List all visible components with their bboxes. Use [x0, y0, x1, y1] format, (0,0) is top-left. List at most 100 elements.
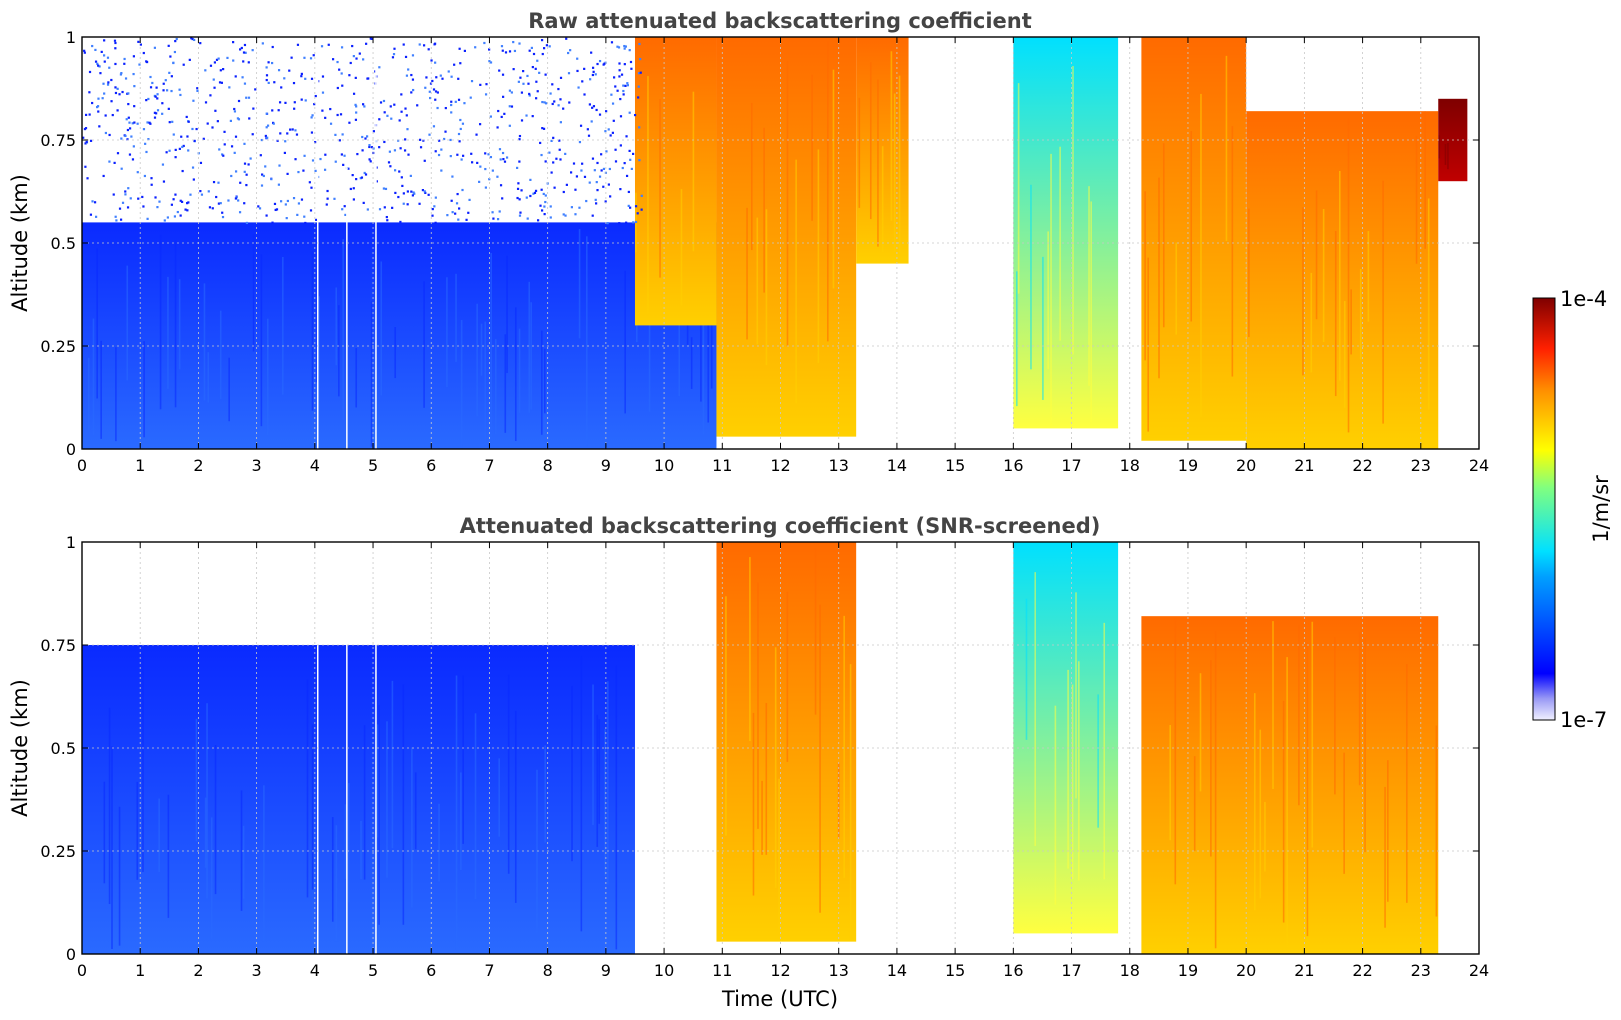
noise-speckle: [241, 76, 244, 79]
y-axis-label: Altitude (km): [8, 174, 32, 312]
y-tick-label: 0.75: [40, 636, 76, 655]
heatmap-texture: [1447, 143, 1449, 170]
noise-speckle: [212, 78, 215, 81]
x-tick-label: 9: [601, 456, 611, 475]
noise-speckle: [501, 151, 505, 155]
noise-speckle: [611, 131, 614, 134]
noise-speckle: [528, 94, 531, 97]
noise-speckle: [213, 61, 216, 64]
x-tick-label: 1: [135, 961, 145, 980]
noise-speckle: [340, 46, 344, 49]
heatmap-texture: [335, 825, 338, 942]
heatmap-texture: [490, 252, 492, 439]
noise-speckle: [503, 160, 507, 163]
heatmap-texture: [1097, 694, 1099, 828]
noise-speckle: [620, 73, 624, 76]
noise-speckle: [118, 93, 121, 96]
noise-speckle: [619, 115, 623, 118]
noise-speckle: [240, 46, 243, 50]
noise-speckle: [320, 45, 324, 48]
heatmap-texture: [115, 347, 117, 442]
noise-speckle: [505, 156, 509, 159]
noise-speckle: [559, 98, 562, 101]
noise-speckle: [289, 128, 292, 131]
heatmap-texture: [518, 328, 521, 413]
x-tick-label: 18: [1120, 456, 1140, 475]
noise-speckle: [271, 45, 274, 49]
noise-speckle: [549, 205, 552, 208]
noise-speckle: [86, 177, 89, 180]
noise-speckle: [97, 97, 100, 100]
heatmap-texture: [837, 762, 840, 839]
heatmap-texture: [158, 798, 160, 872]
noise-speckle: [619, 97, 622, 101]
heatmap-texture: [370, 301, 373, 447]
noise-speckle: [542, 192, 545, 196]
noise-speckle: [265, 126, 268, 129]
noise-speckle: [537, 219, 540, 222]
heatmap-texture: [316, 270, 318, 383]
y-tick-label: 0: [66, 945, 76, 964]
heatmap-texture: [263, 785, 265, 942]
noise-speckle: [295, 133, 299, 136]
noise-speckle: [174, 39, 177, 43]
y-tick-label: 0: [66, 440, 76, 459]
x-axis-ticks: 0 1 2 3 4 5 6 7 8 9 10 11 12 13 14 15 16 17 18 19 20 21 22 23 24: [77, 542, 1489, 980]
noise-speckle: [536, 59, 539, 62]
y-tick-label: 0.25: [40, 842, 76, 861]
heatmap-texture: [414, 772, 417, 850]
noise-speckle: [528, 49, 531, 52]
noise-speckle: [541, 127, 544, 130]
heatmap-texture: [774, 647, 777, 888]
noise-speckle: [463, 49, 466, 52]
noise-speckle: [354, 118, 358, 121]
heatmap-texture: [1158, 177, 1160, 379]
noise-speckle: [437, 153, 441, 157]
noise-speckle: [489, 115, 492, 118]
noise-speckle: [106, 56, 110, 59]
heatmap-texture: [203, 283, 206, 401]
x-tick-label: 14: [887, 961, 907, 980]
noise-speckle: [129, 197, 132, 200]
heatmap-texture: [143, 341, 145, 438]
heatmap-texture: [219, 310, 222, 400]
noise-speckle: [125, 118, 128, 121]
x-tick-label: 4: [310, 961, 320, 980]
noise-speckle: [355, 178, 358, 181]
noise-speckle: [230, 174, 233, 178]
noise-speckle: [406, 203, 409, 206]
heatmap-texture: [342, 239, 344, 421]
noise-speckle: [533, 191, 537, 194]
x-tick-label: 17: [1061, 961, 1081, 980]
noise-speckle: [174, 148, 177, 151]
noise-speckle: [581, 162, 584, 165]
noise-speckle: [540, 39, 544, 42]
noise-speckle: [638, 42, 641, 46]
noise-speckle: [278, 101, 282, 104]
heatmap-texture: [1088, 186, 1090, 386]
noise-speckle: [479, 83, 482, 86]
noise-speckle: [394, 191, 397, 195]
noise-speckle: [265, 78, 268, 82]
noise-speckle: [294, 129, 297, 132]
noise-speckle: [297, 202, 301, 205]
noise-speckle: [433, 43, 436, 46]
noise-speckle: [265, 66, 268, 69]
noise-speckle: [544, 200, 547, 204]
noise-speckle: [271, 221, 274, 224]
noise-speckle: [108, 66, 111, 69]
noise-speckle: [126, 138, 129, 141]
noise-speckle: [284, 101, 287, 104]
noise-speckle: [491, 211, 494, 214]
noise-speckle: [334, 133, 337, 136]
heatmap-texture: [103, 781, 106, 884]
noise-speckle: [541, 100, 544, 104]
noise-speckle: [388, 150, 391, 153]
panel-title: Attenuated backscattering coefficient (S…: [460, 514, 1101, 538]
noise-speckle: [161, 102, 164, 105]
noise-speckle: [458, 47, 461, 50]
noise-speckle: [622, 84, 625, 87]
heatmap-texture: [214, 745, 217, 895]
noise-speckle: [243, 142, 246, 145]
noise-speckle: [170, 203, 173, 206]
